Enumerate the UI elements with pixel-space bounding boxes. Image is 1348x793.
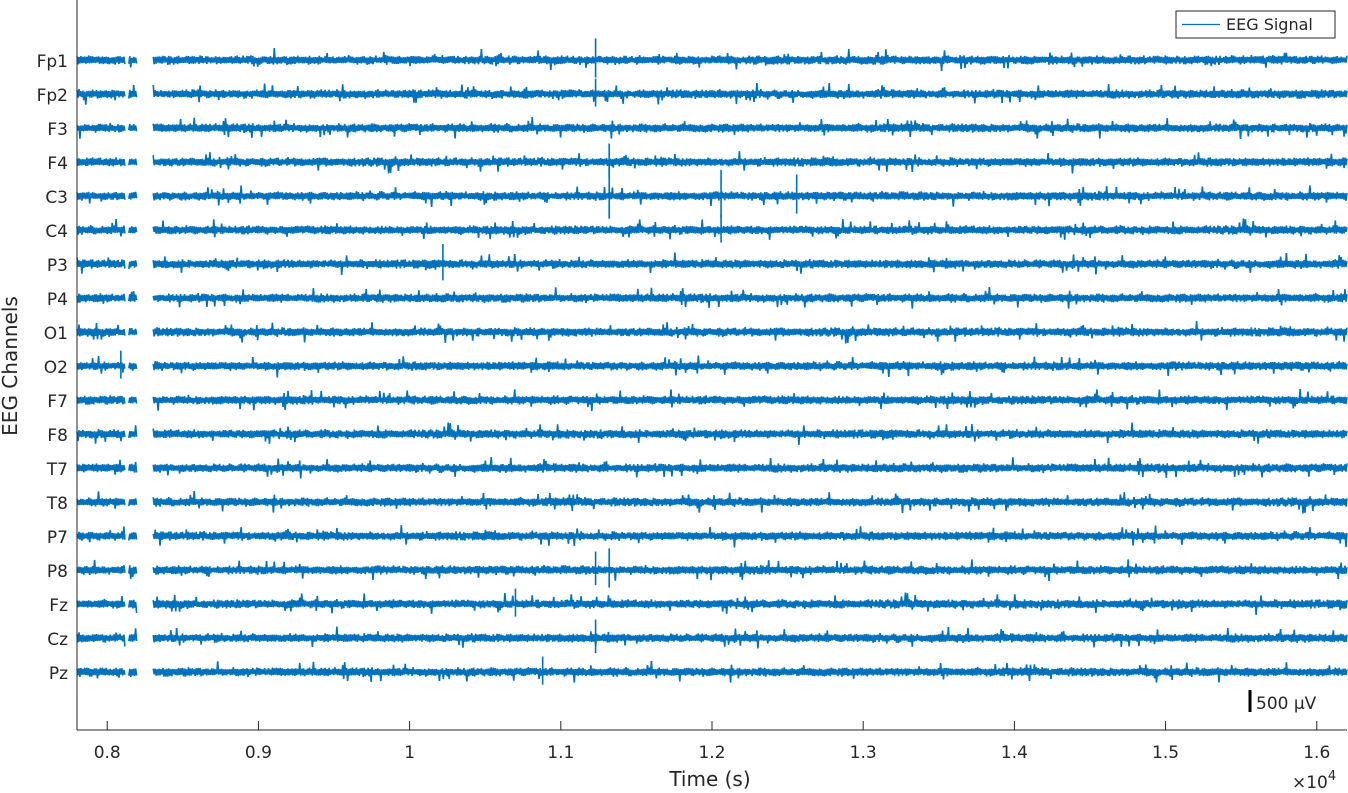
trace-fp1 — [76, 48, 1348, 72]
channel-label-p7: P7 — [47, 528, 68, 548]
legend[interactable]: EEG Signal — [1175, 10, 1336, 39]
channel-label-f8: F8 — [47, 426, 68, 446]
x-tick-label: 1 — [404, 743, 415, 763]
x-tick-label: 1.1 — [547, 743, 574, 763]
channel-label-c4: C4 — [45, 222, 68, 242]
x-tick-label: 0.8 — [94, 743, 121, 763]
trace-o1 — [76, 321, 1348, 344]
channel-label-p4: P4 — [47, 290, 68, 310]
trace-t8 — [76, 490, 1348, 514]
channel-label-o2: O2 — [44, 358, 68, 378]
trace-t7 — [76, 456, 1348, 479]
channel-label-cz: Cz — [47, 630, 68, 650]
x-exponent-base: ×10 — [1292, 773, 1328, 793]
eeg-traces — [76, 38, 1348, 685]
channel-label-pz: Pz — [49, 664, 68, 684]
trace-p3 — [76, 252, 1348, 275]
channel-label-p8: P8 — [47, 562, 68, 582]
trace-f8 — [76, 422, 1348, 445]
channel-label-t7: T7 — [46, 460, 68, 480]
channel-label-fz: Fz — [49, 596, 68, 616]
y-axis-title: EEG Channels — [0, 296, 22, 436]
trace-fp2 — [76, 82, 1348, 105]
channel-label-t8: T8 — [46, 494, 68, 514]
x-tick-label: 0.9 — [245, 743, 272, 763]
x-tick-label: 1.2 — [698, 743, 725, 763]
trace-p4 — [76, 286, 1348, 309]
channel-label-fp2: Fp2 — [37, 86, 68, 106]
x-axis-title: Time (s) — [668, 767, 750, 791]
trace-f3 — [76, 116, 1348, 139]
channel-labels: Fp1 Fp2 F3 F4 C3 C4 P3 P4 O1 O2 F7 F8 T7 T8 P7 P8 Fz Cz Pz — [37, 52, 68, 684]
scale-bar-label: 500 μV — [1256, 694, 1317, 714]
x-tick-label: 1.6 — [1303, 743, 1330, 763]
trace-o2 — [76, 355, 1348, 378]
x-ticks: 0.8 0.9 1 1.1 1.2 1.3 1.4 1.5 1.6 — [94, 721, 1330, 763]
channel-label-fp1: Fp1 — [37, 52, 68, 72]
trace-cz — [76, 626, 1348, 649]
channel-label-c3: C3 — [45, 188, 68, 208]
channel-label-f7: F7 — [47, 392, 68, 412]
trace-c3 — [76, 185, 1348, 208]
trace-p7 — [76, 525, 1348, 548]
trace-p8 — [76, 559, 1348, 582]
x-tick-label: 1.3 — [850, 743, 877, 763]
x-exponent-power: 4 — [1328, 769, 1336, 784]
trace-fz — [76, 592, 1348, 615]
channel-label-f3: F3 — [47, 120, 68, 140]
channel-label-p3: P3 — [47, 256, 68, 276]
x-tick-label: 1.5 — [1152, 743, 1179, 763]
trace-c4 — [76, 218, 1348, 240]
trace-f7 — [76, 389, 1348, 412]
trace-f4 — [76, 151, 1348, 174]
x-exponent-label: ×104 — [1292, 769, 1336, 793]
trace-pz — [76, 660, 1348, 683]
x-tick-label: 1.4 — [1001, 743, 1028, 763]
legend-label: EEG Signal — [1226, 15, 1313, 34]
scale-bar: 500 μV — [1248, 690, 1317, 714]
channel-label-f4: F4 — [47, 154, 68, 174]
channel-label-o1: O1 — [44, 324, 68, 344]
